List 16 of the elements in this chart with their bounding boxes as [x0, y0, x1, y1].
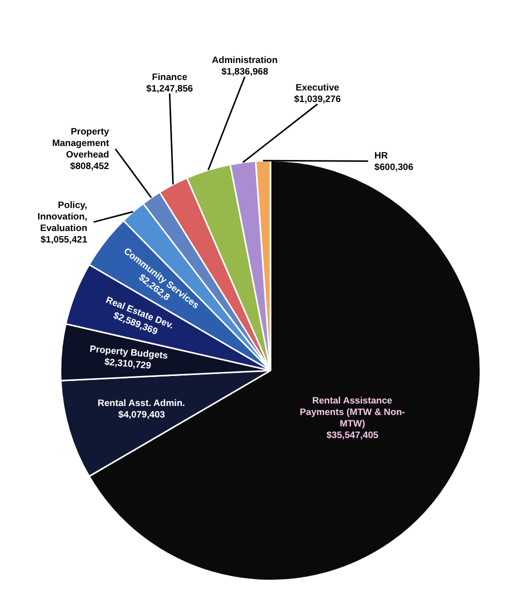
slice-label: HR	[374, 150, 388, 160]
data-label: $1,039,276	[294, 94, 341, 104]
data-label: $4,079,403	[118, 409, 165, 420]
data-label: $1,836,968	[221, 66, 268, 77]
data-label: $808,452	[70, 161, 110, 172]
data-label: $1,247,856	[146, 83, 193, 94]
data-label: $1,055,421	[40, 234, 88, 244]
data-label: $600,306	[374, 162, 414, 172]
slice-label: Policy, Innovation, Evaluation	[38, 200, 88, 233]
slice-label: Executive	[296, 82, 340, 93]
slice-label: Finance	[152, 72, 188, 82]
slice-label: Rental Assistance Payments (MTW & Non-MTW)	[300, 395, 406, 428]
data-label: $35,547,405	[326, 430, 378, 440]
slice-label: Rental Asst. Admin.	[98, 398, 186, 408]
slice-label: Administration	[212, 55, 278, 66]
slice-label: Property Management Overhead	[52, 126, 110, 160]
